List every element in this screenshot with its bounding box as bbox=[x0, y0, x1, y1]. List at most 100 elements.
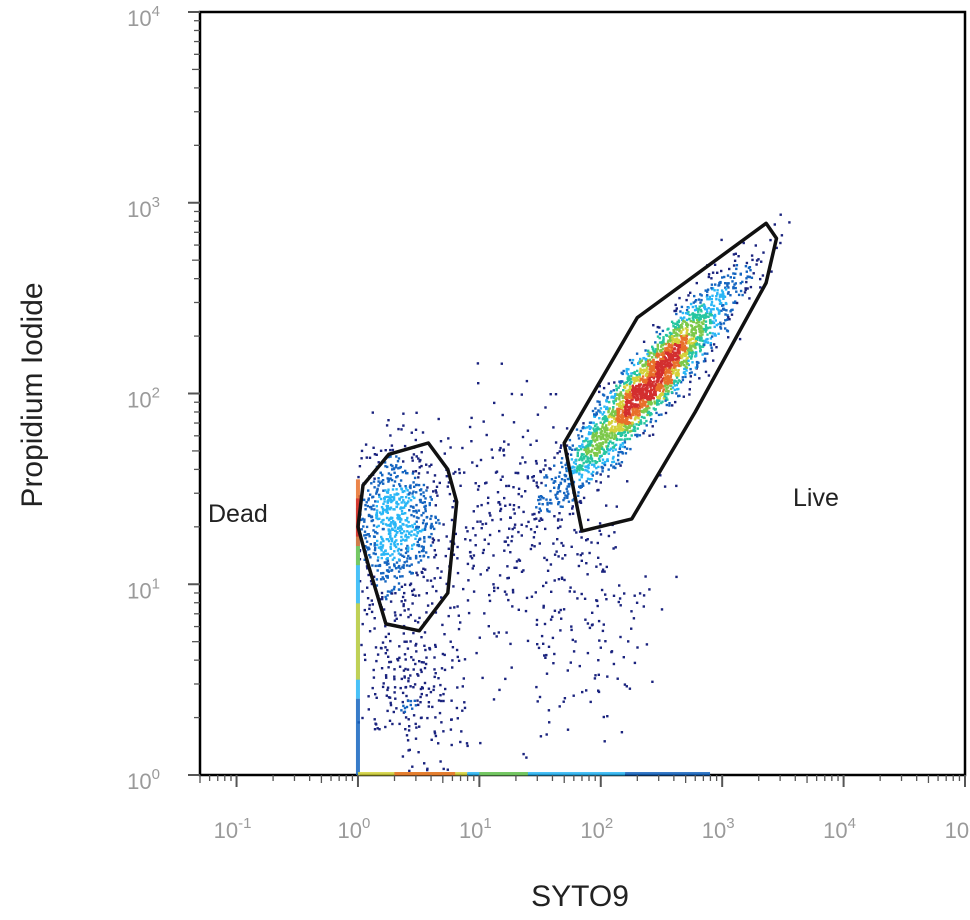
data-point bbox=[643, 429, 646, 432]
data-point bbox=[378, 564, 382, 568]
data-point bbox=[664, 393, 668, 396]
data-point bbox=[626, 390, 629, 394]
data-point bbox=[703, 306, 706, 309]
data-point bbox=[512, 504, 516, 507]
data-point bbox=[414, 528, 418, 531]
data-point bbox=[414, 737, 418, 740]
data-point bbox=[580, 592, 583, 596]
data-point bbox=[568, 485, 571, 488]
data-point bbox=[539, 470, 542, 474]
data-point bbox=[409, 685, 412, 688]
data-point bbox=[408, 583, 412, 587]
data-point bbox=[648, 395, 652, 398]
data-point bbox=[411, 572, 414, 575]
data-point bbox=[367, 533, 370, 536]
data-point bbox=[648, 588, 651, 591]
data-point bbox=[595, 427, 598, 430]
data-point bbox=[629, 447, 632, 451]
data-point bbox=[589, 700, 592, 704]
data-point bbox=[435, 589, 438, 593]
data-point bbox=[520, 523, 523, 526]
data-point bbox=[556, 492, 559, 495]
data-point bbox=[366, 586, 369, 589]
data-point bbox=[433, 474, 437, 477]
data-point bbox=[520, 393, 523, 396]
data-point bbox=[393, 480, 397, 483]
data-point bbox=[652, 358, 655, 362]
data-point bbox=[409, 499, 413, 502]
data-point bbox=[704, 320, 708, 323]
data-point bbox=[662, 369, 665, 372]
data-point bbox=[611, 425, 614, 428]
data-point bbox=[633, 427, 636, 430]
data-point bbox=[587, 460, 590, 463]
data-point bbox=[641, 364, 644, 367]
data-point bbox=[427, 556, 430, 559]
data-point bbox=[623, 438, 627, 441]
data-point bbox=[572, 650, 576, 653]
data-point bbox=[457, 659, 461, 662]
data-point bbox=[620, 424, 623, 427]
data-point bbox=[369, 580, 373, 583]
data-point bbox=[467, 579, 470, 582]
data-point bbox=[618, 395, 621, 399]
data-point bbox=[675, 484, 678, 488]
data-point bbox=[720, 302, 723, 305]
data-point bbox=[652, 393, 656, 396]
y-tick-label: 101 bbox=[127, 575, 160, 603]
data-point bbox=[587, 447, 590, 450]
left-edge-density-strip bbox=[355, 546, 360, 566]
data-point bbox=[761, 274, 765, 277]
data-point bbox=[378, 517, 381, 520]
data-point bbox=[685, 346, 688, 349]
left-edge-density-strip bbox=[355, 698, 360, 775]
data-point bbox=[628, 408, 631, 411]
data-point bbox=[574, 448, 577, 451]
data-point bbox=[470, 557, 474, 560]
data-point bbox=[621, 433, 624, 437]
data-point bbox=[364, 537, 367, 540]
data-point bbox=[614, 393, 617, 396]
data-point bbox=[378, 493, 381, 497]
data-point bbox=[666, 346, 669, 350]
data-point bbox=[695, 337, 698, 340]
data-point bbox=[422, 491, 425, 494]
data-point bbox=[395, 531, 399, 534]
data-point bbox=[717, 322, 720, 326]
data-point bbox=[410, 534, 413, 537]
data-point bbox=[492, 583, 495, 586]
data-point bbox=[361, 622, 364, 626]
data-point bbox=[583, 597, 587, 600]
data-point bbox=[645, 379, 648, 382]
data-point bbox=[668, 404, 671, 407]
data-point bbox=[552, 542, 555, 545]
data-point bbox=[615, 418, 618, 421]
data-point bbox=[398, 722, 401, 726]
data-point bbox=[635, 397, 639, 401]
data-point bbox=[405, 640, 408, 643]
data-point bbox=[485, 481, 488, 484]
data-point bbox=[603, 452, 606, 455]
data-point bbox=[670, 378, 674, 382]
data-point bbox=[580, 448, 583, 451]
data-point bbox=[727, 316, 730, 319]
data-point bbox=[394, 533, 398, 537]
data-point bbox=[380, 667, 384, 670]
data-point bbox=[638, 412, 641, 415]
data-point bbox=[432, 685, 436, 688]
data-point bbox=[593, 465, 596, 468]
data-point bbox=[645, 366, 649, 370]
data-point bbox=[603, 461, 607, 464]
data-point bbox=[516, 471, 520, 475]
data-point bbox=[418, 616, 421, 620]
data-point bbox=[685, 352, 689, 355]
data-point bbox=[422, 519, 425, 522]
data-point bbox=[621, 442, 625, 445]
data-point bbox=[668, 402, 671, 405]
data-point bbox=[395, 476, 398, 479]
data-point bbox=[648, 358, 652, 361]
data-point bbox=[462, 587, 465, 591]
data-point bbox=[629, 416, 633, 420]
data-point bbox=[687, 323, 690, 326]
data-point bbox=[674, 322, 677, 325]
